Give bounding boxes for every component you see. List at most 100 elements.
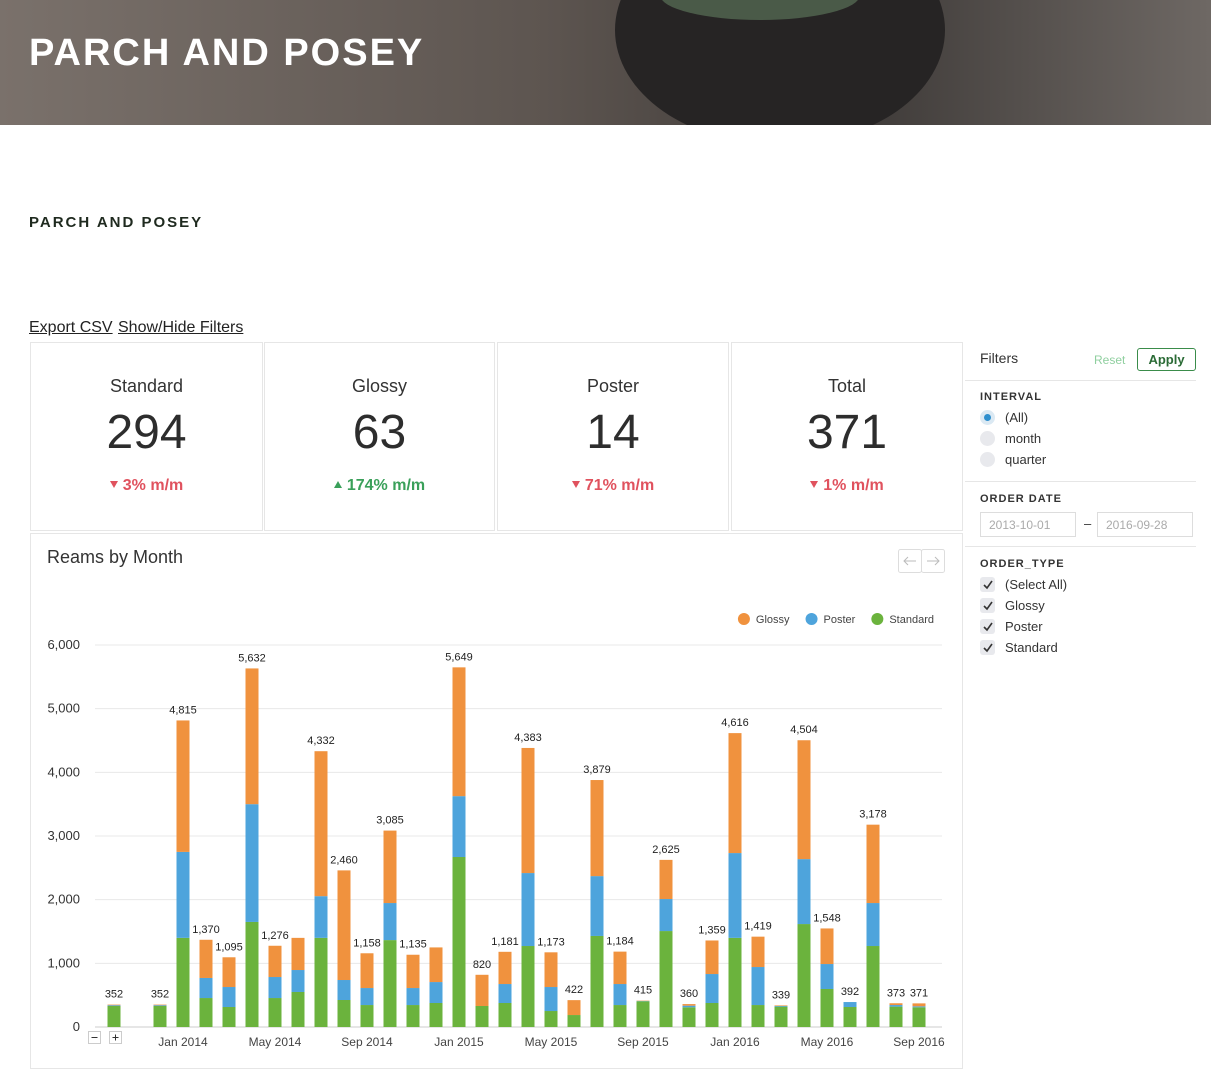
total-label: 1,548	[813, 912, 841, 924]
bar-segment	[613, 951, 627, 985]
bar-segment	[912, 1006, 926, 1008]
kpi-card: Total 371 1% m/m	[731, 342, 963, 531]
bar-segment	[843, 1007, 857, 1027]
kpi-change: 3% m/m	[31, 477, 262, 495]
bar-segment	[567, 1000, 581, 1016]
total-label: 1,419	[744, 921, 772, 933]
arrow-left	[903, 556, 916, 566]
x-tick-label: May 2014	[249, 1035, 302, 1049]
x-tick-label: Sep 2015	[617, 1035, 669, 1049]
y-tick-label: 0	[73, 1019, 80, 1034]
total-label: 2,460	[330, 854, 358, 866]
page-title: PARCH AND POSEY	[29, 214, 204, 231]
bar-segment	[291, 970, 305, 992]
date-input[interactable]: 2016-09-28	[1097, 512, 1193, 537]
bar-segment	[590, 935, 604, 1027]
checkbox[interactable]	[980, 640, 995, 655]
bar-segment	[245, 804, 259, 922]
link[interactable]: Export CSV	[29, 319, 113, 336]
bar-segment	[291, 937, 305, 971]
bar-segment	[774, 1005, 788, 1006]
bar-segment	[843, 1002, 857, 1008]
kpi-value: 371	[806, 406, 888, 459]
bar-segment	[360, 1005, 374, 1027]
total-label: 1,135	[399, 939, 427, 951]
bar-segment	[268, 945, 282, 978]
bar-segment	[705, 974, 719, 1003]
checkbox[interactable]	[980, 577, 995, 592]
kpi-card: Standard 294 3% m/m	[30, 342, 263, 531]
bar-segment	[406, 954, 420, 989]
bar-segment	[153, 1005, 167, 1027]
bar-segment	[521, 946, 535, 1027]
change-text: 174% m/m	[346, 477, 426, 494]
divider	[965, 481, 1196, 482]
bar-segment	[406, 1005, 420, 1027]
bar-segment	[107, 1004, 121, 1006]
legend-swatch	[871, 613, 884, 625]
checkbox-label: Poster	[1005, 619, 1043, 634]
down-arrow	[810, 481, 819, 488]
apply-button[interactable]: Apply	[1137, 348, 1196, 371]
bar-segment	[590, 876, 604, 936]
bar-segment	[429, 947, 443, 983]
kpi-value: 294	[106, 406, 187, 459]
bar-segment	[291, 991, 305, 1027]
kpi-card: Glossy 63 174% m/m	[264, 342, 495, 531]
link[interactable]: Show/Hide Filters	[118, 319, 244, 336]
date-input[interactable]: 2013-10-01	[980, 512, 1076, 537]
bar-segment	[659, 859, 673, 900]
bar-segment	[567, 1015, 581, 1027]
total-label: 5,632	[238, 652, 266, 664]
bar-segment	[360, 988, 374, 1006]
bar-segment	[383, 903, 397, 941]
bar-segment	[659, 931, 673, 1027]
radio-label: month	[1005, 431, 1042, 446]
bar-segment	[360, 953, 374, 989]
x-tick-label: May 2015	[525, 1035, 578, 1049]
filter-label: ORDER DATE	[980, 493, 1062, 505]
bar-segment	[176, 720, 190, 852]
plant	[662, 0, 858, 20]
bar-segment	[383, 830, 397, 904]
bar-segment	[751, 1005, 765, 1027]
bar-segment	[452, 857, 466, 1027]
check	[983, 580, 993, 590]
chart-panel	[30, 533, 963, 1069]
date-separator: –	[1084, 516, 1092, 531]
bar-segment	[107, 1005, 121, 1006]
check	[983, 622, 993, 632]
radio-label: quarter	[1005, 452, 1047, 467]
radio[interactable]	[980, 431, 995, 446]
bar-segment	[820, 928, 834, 965]
pot	[615, 0, 945, 125]
radio[interactable]	[980, 452, 995, 467]
checkbox[interactable]	[980, 619, 995, 634]
up-arrow	[333, 481, 342, 488]
radio-dot	[984, 414, 991, 421]
bar-segment	[268, 998, 282, 1027]
bar-segment	[452, 796, 466, 858]
checkbox[interactable]	[980, 598, 995, 613]
bar-segment	[199, 939, 213, 978]
total-label: 1,173	[537, 936, 565, 948]
legend-swatch	[737, 613, 750, 625]
check	[983, 643, 993, 653]
y-tick-label: 6,000	[47, 637, 80, 652]
change-text: 71% m/m	[584, 477, 655, 494]
y-tick-label: 5,000	[47, 701, 80, 716]
filter-label: ORDER_TYPE	[980, 558, 1065, 570]
plus-icon	[112, 1034, 119, 1041]
bar-segment	[544, 1011, 558, 1027]
chart: Reams by Month 0 1,000 2,000 3,000 4,000 5,000…	[47, 547, 945, 1049]
bar-segment	[705, 1002, 719, 1027]
total-label: 1,370	[192, 924, 220, 936]
reset-button[interactable]: Reset	[1094, 353, 1126, 367]
bar-segment	[544, 952, 558, 988]
bar-segment	[498, 1002, 512, 1027]
bar-segment	[107, 1005, 121, 1027]
bar-segment	[866, 824, 880, 904]
bar-segment	[797, 740, 811, 860]
bar-segment	[774, 1006, 788, 1027]
